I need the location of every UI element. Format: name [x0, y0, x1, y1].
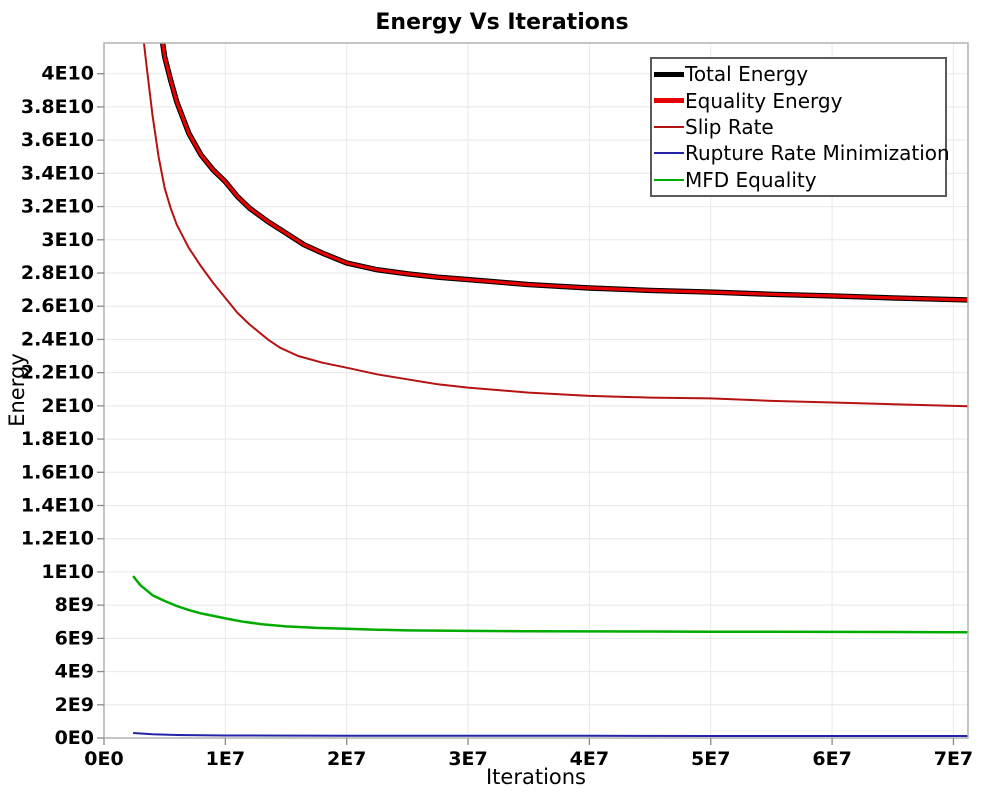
y-tick-label: 8E9	[55, 594, 94, 616]
series-lines	[132, 43, 968, 737]
plot-border	[103, 42, 969, 739]
y-tick-label: 0E0	[55, 727, 94, 749]
x-tick-label: 2E7	[327, 748, 366, 770]
y-tick-label: 1.4E10	[21, 495, 94, 517]
y-axis-title: Energy	[5, 353, 29, 427]
axis-ticks	[97, 73, 955, 745]
series-slip-rate-line	[142, 43, 968, 408]
x-tick-label: 6E7	[812, 748, 851, 770]
y-tick-label: 6E9	[55, 627, 94, 649]
y-tick-label: 3.4E10	[21, 162, 94, 184]
legend: Total Energy Equality Energy Slip Rate Rupt…	[650, 57, 950, 197]
y-tick-label: 2.8E10	[21, 262, 94, 284]
legend-item-rupture-rate-minimization: Rupture Rate Minimization	[654, 140, 950, 166]
legend-swatch	[654, 125, 684, 128]
axis-tick-labels: 0E0 2E9 4E9 6E9 8E9 1E10 1.2E10 1.4E10 1.6E10 1.8…	[21, 63, 973, 770]
x-tick-label: 4E7	[570, 748, 609, 770]
legend-item-mfd-equality: MFD Equality	[654, 167, 945, 193]
y-tick-label: 2E9	[55, 694, 94, 716]
legend-label: Slip Rate	[685, 114, 774, 139]
x-tick-label: 3E7	[448, 748, 487, 770]
x-axis-title: Iterations	[486, 765, 586, 789]
legend-label: MFD Equality	[685, 167, 817, 192]
y-tick-label: 2.4E10	[21, 328, 94, 350]
legend-label: Rupture Rate Minimization	[685, 141, 950, 166]
y-tick-label: 2E10	[41, 395, 94, 417]
y-tick-label: 2.2E10	[21, 362, 94, 384]
x-tick-label: 0E0	[84, 748, 123, 770]
legend-label: Equality Energy	[685, 88, 843, 113]
legend-label: Total Energy	[685, 62, 809, 87]
series-mfd-equality-line	[132, 575, 968, 634]
y-tick-label: 3.2E10	[21, 196, 94, 218]
x-tick-label: 7E7	[934, 748, 973, 770]
chart-title: Energy Vs Iterations	[375, 10, 628, 35]
legend-item-total-energy: Total Energy	[654, 61, 945, 87]
legend-swatch	[654, 98, 684, 104]
y-tick-label: 3.6E10	[21, 129, 94, 151]
legend-swatch	[654, 178, 684, 181]
legend-item-slip-rate: Slip Rate	[654, 114, 945, 140]
y-tick-label: 2.6E10	[21, 295, 94, 317]
y-tick-label: 1.2E10	[21, 528, 94, 550]
legend-swatch	[654, 71, 684, 77]
y-tick-label: 4E10	[41, 63, 94, 85]
y-tick-label: 3.8E10	[21, 96, 94, 118]
series-equality-energy-line	[161, 43, 968, 302]
gridlines	[104, 43, 968, 738]
y-tick-label: 1.6E10	[21, 461, 94, 483]
y-tick-label: 4E9	[55, 661, 94, 683]
y-tick-label: 1E10	[41, 561, 94, 583]
legend-swatch	[654, 152, 684, 155]
x-tick-label: 5E7	[691, 748, 730, 770]
x-tick-label: 1E7	[206, 748, 245, 770]
series-rupture-rate-minimization-line	[133, 732, 968, 737]
y-tick-label: 1.8E10	[21, 428, 94, 450]
y-tick-label: 3E10	[41, 229, 94, 251]
legend-item-equality-energy: Equality Energy	[654, 88, 945, 114]
